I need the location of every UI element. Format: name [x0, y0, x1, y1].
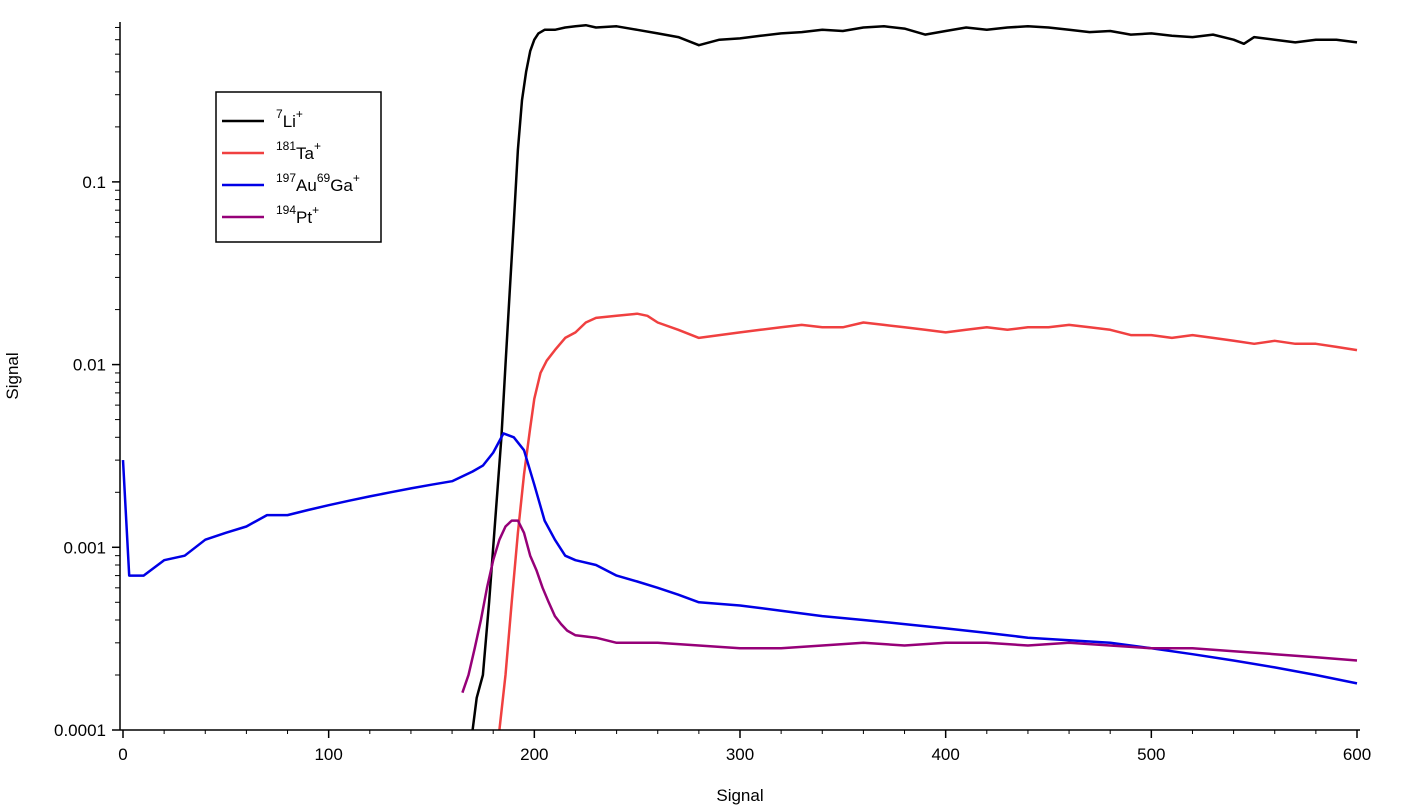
y-tick-label: 0.0001 [54, 721, 106, 740]
x-tick-label: 200 [520, 745, 548, 764]
x-tick-label: 300 [726, 745, 754, 764]
y-tick-label: 0.01 [73, 356, 106, 375]
series-line-3 [461, 519, 1358, 694]
series-line-1 [498, 312, 1358, 731]
y-axis-title: Signal [3, 352, 22, 399]
legend: 7Li+ 181Ta+ 197Au69Ga+ 194Pt+ [215, 91, 382, 243]
y-tick-label: 0.1 [82, 173, 106, 192]
legend-label: 181Ta+ [276, 139, 321, 163]
y-tick-label: 0.001 [63, 538, 106, 557]
legend-label: 194Pt+ [276, 203, 319, 227]
series-line-2 [121, 432, 1358, 685]
x-tick-label: 400 [931, 745, 959, 764]
x-tick-label: 100 [314, 745, 342, 764]
x-axis-title: Signal [716, 786, 763, 805]
ticks-layer: 0 100 200 300 400 500 600 0.0001 0.001 0.01 0.1 [54, 26, 1371, 764]
x-tick-label: 500 [1137, 745, 1165, 764]
series-layer [121, 23, 1358, 731]
x-tick-label: 600 [1343, 745, 1371, 764]
legend-label: 7Li+ [276, 107, 303, 131]
legend-label: 197Au69Ga+ [276, 171, 360, 195]
series-line-0 [471, 23, 1358, 731]
x-tick-label: 0 [118, 745, 127, 764]
